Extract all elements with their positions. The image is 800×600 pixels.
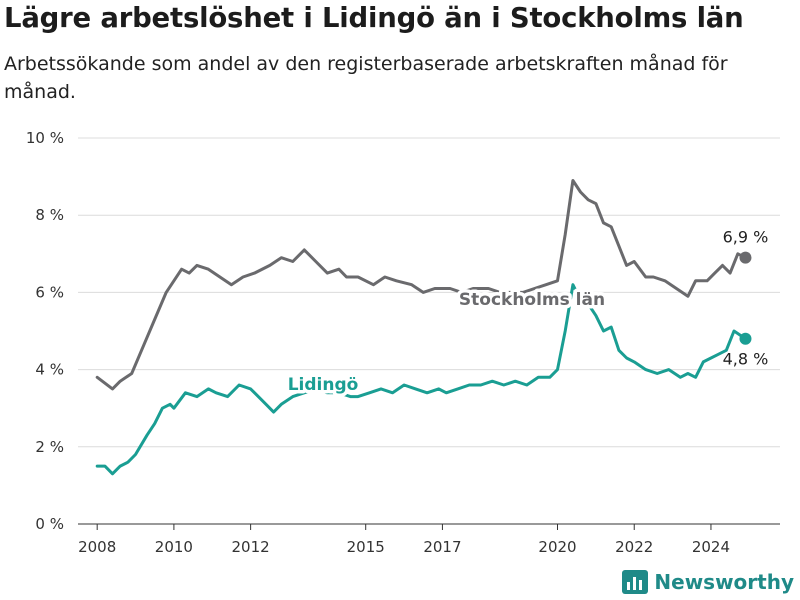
chart-subtitle: Arbetssökande som andel av den registerb… — [4, 53, 728, 103]
series-name-halo: Stockholms län — [459, 290, 605, 310]
brand-name: Newsworthy — [654, 570, 794, 594]
series-line — [95, 179, 747, 391]
x-tick-label: 2008 — [78, 538, 116, 556]
series-end-value: 6,9 % — [723, 228, 769, 247]
series-end-value: 4,8 % — [723, 350, 769, 369]
x-tick-label: 2024 — [692, 538, 730, 556]
y-tick-label: 2 % — [35, 438, 64, 456]
brand-logo: Newsworthy — [622, 570, 794, 594]
series-end-point — [739, 332, 752, 345]
y-tick-label: 10 % — [26, 129, 64, 147]
y-axis: 0 % 2 % 4 % 6 % 8 % 10 % — [26, 129, 64, 533]
series-name-halo: Lidingö — [288, 375, 359, 395]
x-tick-label: 2015 — [347, 538, 385, 556]
y-tick-label: 6 % — [35, 283, 64, 301]
x-axis: 2008 2010 2012 2015 2017 2020 2022 2024 — [78, 523, 780, 556]
bar-chart-logo-icon — [622, 570, 649, 594]
series-lines — [95, 179, 752, 476]
x-tick-label: 2010 — [155, 538, 193, 556]
y-tick-label: 4 % — [35, 361, 64, 379]
x-tick-label: 2022 — [615, 538, 653, 556]
chart-title: Lägre arbetslöshet i Lidingö än i Stockh… — [4, 2, 744, 34]
y-gridlines — [78, 137, 780, 448]
x-tick-label: 2012 — [232, 538, 270, 556]
y-tick-label: 0 % — [35, 515, 64, 533]
x-tick-label: 2017 — [423, 538, 461, 556]
x-tick-label: 2020 — [538, 538, 576, 556]
series-name-label: Stockholms län — [459, 290, 605, 310]
series-end-point — [739, 251, 752, 264]
y-tick-label: 8 % — [35, 206, 64, 224]
series-line — [95, 283, 747, 476]
series-name-label: Lidingö — [288, 375, 359, 395]
